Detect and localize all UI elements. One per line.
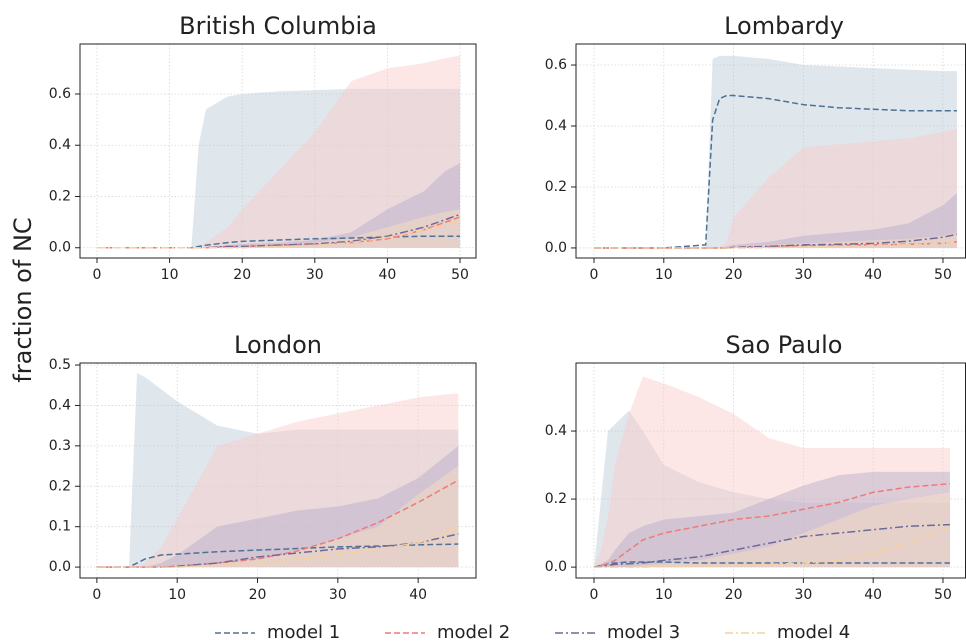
y-tick-label: 0.4 (49, 397, 71, 413)
panel: Lombardy 0.0 0.2 0.4 0.6 0 10 20 30 40 50 (545, 12, 966, 283)
x-tick-label: 40 (379, 267, 397, 283)
band (96, 88, 461, 248)
x-tick-label: 10 (655, 587, 673, 603)
x-tick-label: 0 (92, 587, 101, 603)
band (594, 410, 950, 568)
y-tick-label: 0.0 (49, 559, 71, 575)
line (593, 523, 950, 568)
x-tick-label: 40 (864, 267, 882, 283)
y-tick-label: 0.2 (545, 491, 567, 507)
x-tick-label: 10 (168, 587, 186, 603)
panel: London 0.0 0.1 0.2 0.3 0.4 0.5 0 10 20 30 40 (49, 331, 477, 603)
panel: Sao Paulo 0.0 0.2 0.4 0 10 20 30 40 50 (545, 331, 966, 603)
plot-area (96, 55, 461, 249)
y-tick-label: 0.4 (545, 423, 567, 439)
y-tick-label: 0.1 (49, 519, 71, 535)
band (594, 55, 957, 248)
band (594, 129, 957, 248)
y-tick-label: 0.0 (545, 559, 567, 575)
y-tick-label: 0.2 (545, 179, 567, 195)
x-tick-label: 0 (590, 587, 599, 603)
legend-label: model 1 (267, 622, 340, 641)
band (96, 445, 459, 568)
y-tick-label: 0.2 (49, 478, 71, 494)
line (96, 213, 461, 249)
y-tick-label: 0.4 (49, 137, 71, 153)
x-tick-label: 10 (655, 267, 673, 283)
y-tick-label: 0.6 (545, 57, 567, 73)
plot-area (96, 373, 459, 568)
line (594, 525, 951, 568)
band (96, 373, 459, 568)
band (96, 466, 459, 568)
x-tick-label: 30 (794, 587, 812, 603)
x-tick-label: 50 (934, 587, 952, 603)
line (594, 94, 957, 249)
panel: British Columbia 0.0 0.2 0.4 0.6 0 10 20 30 40 50 (49, 12, 477, 283)
y-tick-label: 0.0 (545, 240, 567, 256)
band (594, 492, 950, 568)
band (96, 393, 459, 568)
band (96, 55, 461, 248)
legend-label: model 2 (437, 622, 510, 641)
chart-title: London (234, 331, 322, 359)
chart-title: Sao Paulo (726, 331, 843, 359)
x-tick-label: 0 (590, 267, 599, 283)
x-tick-label: 40 (864, 587, 882, 603)
y-tick-label: 0.3 (49, 438, 71, 454)
y-tick-label: 0.4 (545, 118, 567, 134)
x-tick-label: 50 (934, 267, 952, 283)
x-tick-label: 20 (725, 587, 743, 603)
line (96, 218, 461, 249)
x-tick-label: 30 (306, 267, 324, 283)
legend-label: model 4 (777, 622, 850, 641)
y-axis-label: fraction of NC (9, 217, 37, 382)
band (96, 163, 461, 248)
y-tick-label: 0.2 (49, 188, 71, 204)
plot-area (593, 376, 951, 568)
line (594, 241, 958, 249)
x-tick-label: 20 (725, 267, 743, 283)
chart-title: British Columbia (179, 12, 377, 40)
axes-frame (79, 362, 477, 579)
x-tick-label: 40 (409, 587, 427, 603)
band (594, 193, 957, 248)
y-tick-label: 0.6 (49, 86, 71, 102)
axes-frame (79, 43, 477, 259)
x-tick-label: 30 (329, 587, 347, 603)
x-tick-label: 20 (233, 267, 251, 283)
x-tick-label: 20 (249, 587, 267, 603)
x-tick-label: 30 (794, 267, 812, 283)
line (96, 479, 459, 568)
legend-label: model 3 (607, 622, 680, 641)
chart-title: Lombardy (724, 12, 844, 40)
plot-area (594, 55, 958, 249)
x-tick-label: 10 (161, 267, 179, 283)
y-tick-label: 0.5 (49, 357, 71, 373)
line (96, 543, 459, 568)
band (594, 376, 950, 568)
line (593, 483, 951, 568)
y-tick-label: 0.0 (49, 240, 71, 256)
x-tick-label: 50 (451, 267, 469, 283)
x-tick-label: 0 (93, 267, 102, 283)
